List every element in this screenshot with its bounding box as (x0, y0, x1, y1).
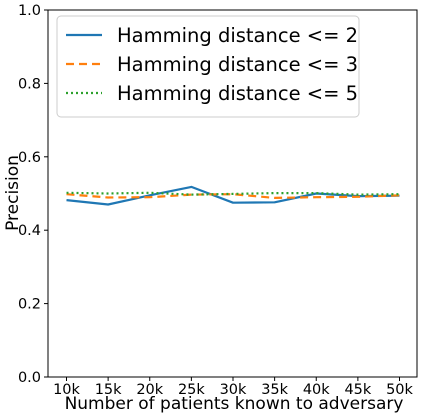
y-axis-title: Precision (3, 155, 23, 231)
x-tick-label: 15k (95, 382, 122, 398)
x-tick-label: 20k (136, 382, 163, 398)
x-tick-label: 35k (261, 382, 288, 398)
legend-label-3: Hamming distance <= 5 (117, 82, 358, 105)
x-tick-label: 30k (220, 382, 247, 398)
x-tick-label: 25k (178, 382, 205, 398)
x-tick-label: 45k (344, 382, 371, 398)
series-line-1 (66, 185, 400, 206)
series-line-2 (66, 193, 400, 199)
y-tick-label: 0.2 (18, 297, 41, 313)
y-tick-label: 0.6 (18, 150, 41, 166)
series-line-3 (66, 191, 400, 196)
y-tick-label: 0.0 (18, 370, 41, 386)
legend: Hamming distance <= 2 Hamming distance <=… (56, 15, 360, 118)
y-tick-label: 1.0 (18, 3, 41, 19)
y-tick-label: 0.8 (18, 76, 41, 92)
legend-label-2: Hamming distance <= 3 (117, 53, 358, 76)
x-axis-title: Number of patients known to adversary (65, 394, 404, 414)
y-tick-label: 0.4 (18, 223, 41, 239)
x-tick-label: 10k (53, 382, 80, 398)
chart-axes: 10k 15k 20k 25k 30k 35k 40k 45k 50k 0.0 0.2 0.4 0.6 0… (18, 3, 418, 398)
x-tick-label: 40k (303, 382, 330, 398)
x-tick-label: 50k (386, 382, 413, 398)
chart-marks (66, 185, 400, 206)
legend-box (56, 15, 360, 118)
legend-label-1: Hamming distance <= 2 (117, 24, 358, 47)
